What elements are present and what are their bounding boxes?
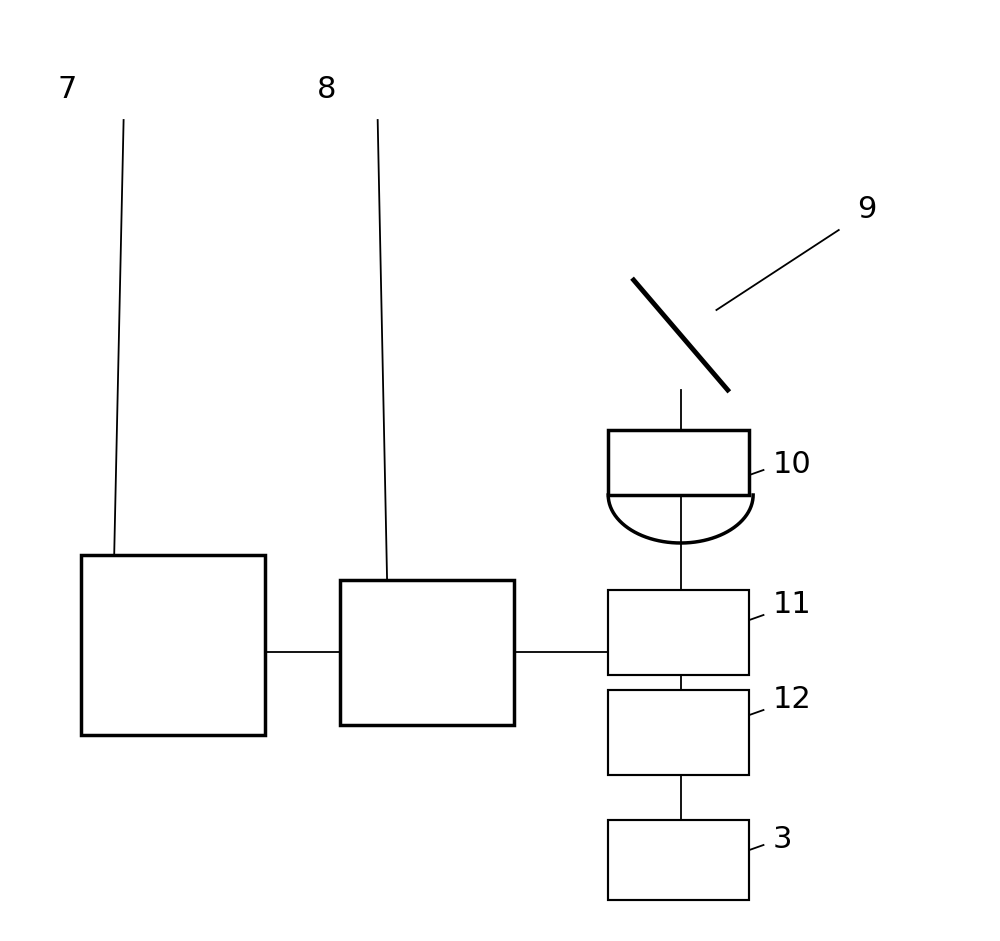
Text: 3: 3 — [773, 825, 792, 854]
Bar — [608, 820, 749, 900]
Bar — [340, 580, 514, 725]
Text: 12: 12 — [773, 685, 812, 714]
Text: 11: 11 — [773, 590, 812, 619]
Text: 10: 10 — [773, 450, 812, 479]
Bar — [81, 555, 265, 735]
Text: 8: 8 — [317, 75, 336, 104]
Text: 9: 9 — [858, 195, 877, 224]
Bar — [608, 590, 749, 675]
Bar — [608, 430, 749, 495]
Text: 7: 7 — [58, 75, 77, 104]
Bar — [608, 690, 749, 775]
